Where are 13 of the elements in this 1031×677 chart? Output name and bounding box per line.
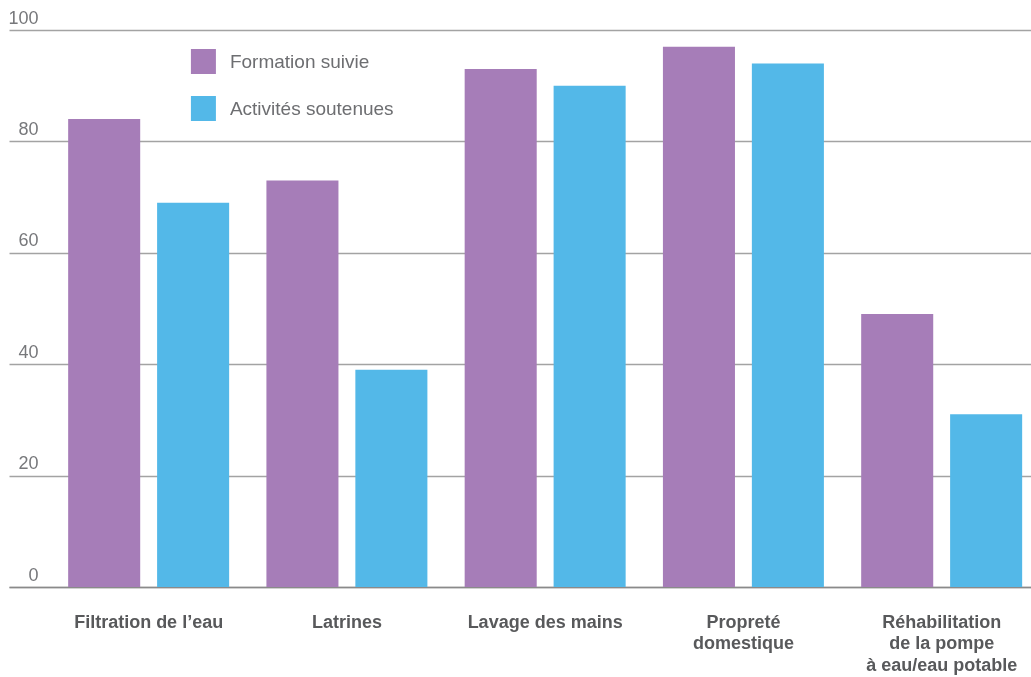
y-tick-label: 20 xyxy=(18,453,39,474)
legend-label: Formation suivie xyxy=(229,50,370,72)
x-tick-label: Filtration de l’eau xyxy=(74,611,224,632)
x-tick-label: Latrines xyxy=(311,611,382,632)
x-tick-label: Réhabilitation de la pompe à eau/eau potable xyxy=(866,611,1018,675)
y-tick-label: 60 xyxy=(18,230,39,251)
y-tick-label: 40 xyxy=(18,341,39,362)
legend-label: Activités soutenues xyxy=(229,97,394,119)
x-tick-label: Propreté domestique xyxy=(692,611,794,653)
y-tick-label: 80 xyxy=(18,118,39,139)
y-tick-label: 100 xyxy=(8,7,39,28)
y-tick-label: 0 xyxy=(28,564,39,585)
x-tick-label: Lavage des mains xyxy=(467,611,623,632)
